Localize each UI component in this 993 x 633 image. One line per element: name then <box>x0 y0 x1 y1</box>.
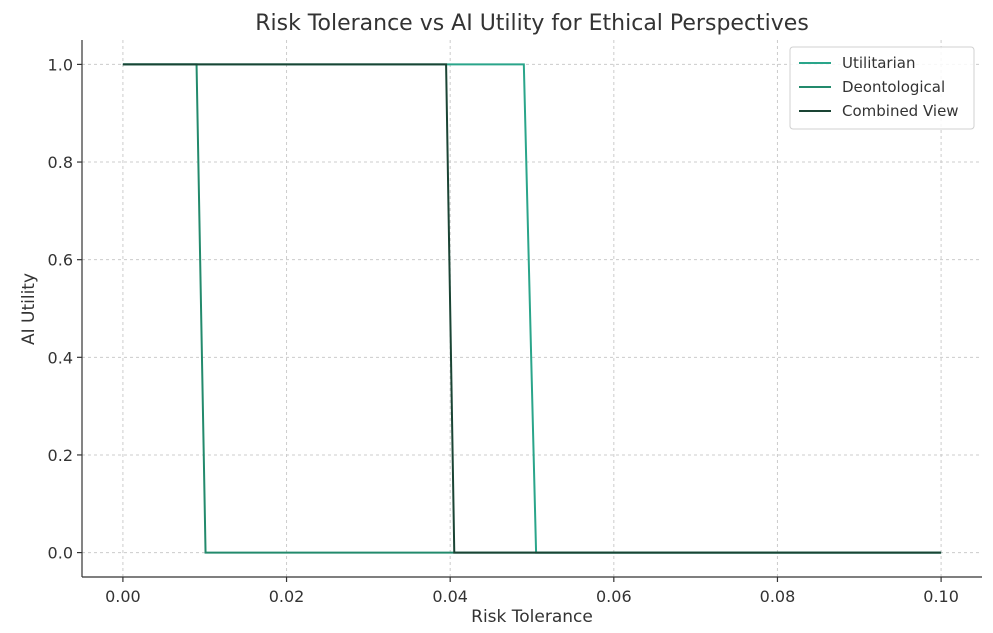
legend: Utilitarian Deontological Combined View <box>789 46 975 130</box>
y-tick-label: 0.0 <box>48 544 73 563</box>
y-tick-label: 0.6 <box>48 251 73 270</box>
series-line-combined-view <box>122 63 942 554</box>
y-tick-label: 0.2 <box>48 446 73 465</box>
x-tick-label: 0.06 <box>596 587 632 606</box>
legend-entry: Utilitarian <box>842 54 915 72</box>
y-tick-label: 0.8 <box>48 153 73 172</box>
x-tick-label: 0.00 <box>105 587 141 606</box>
x-tick-label: 0.10 <box>923 587 959 606</box>
x-axis-label: Risk Tolerance <box>471 607 593 627</box>
y-tick-label: 1.0 <box>48 55 73 74</box>
ticks: 0.00 0.02 0.04 0.06 0.08 0.10 0.0 0.2 0.4 0.6 0.8 1… <box>48 55 959 606</box>
series-group <box>122 63 942 554</box>
x-tick-label: 0.02 <box>269 587 305 606</box>
y-tick-label: 0.4 <box>48 348 73 367</box>
axes <box>81 40 982 578</box>
series-line-utilitarian <box>122 63 942 554</box>
legend-entry: Combined View <box>842 102 959 120</box>
chart-title: Risk Tolerance vs AI Utility for Ethical… <box>255 11 809 36</box>
y-axis-label: AI Utility <box>19 273 39 345</box>
x-tick-label: 0.08 <box>760 587 796 606</box>
legend-frame <box>789 46 975 130</box>
legend-entry: Deontological <box>842 78 945 96</box>
series-line-deontological <box>122 63 942 554</box>
x-tick-label: 0.04 <box>432 587 468 606</box>
